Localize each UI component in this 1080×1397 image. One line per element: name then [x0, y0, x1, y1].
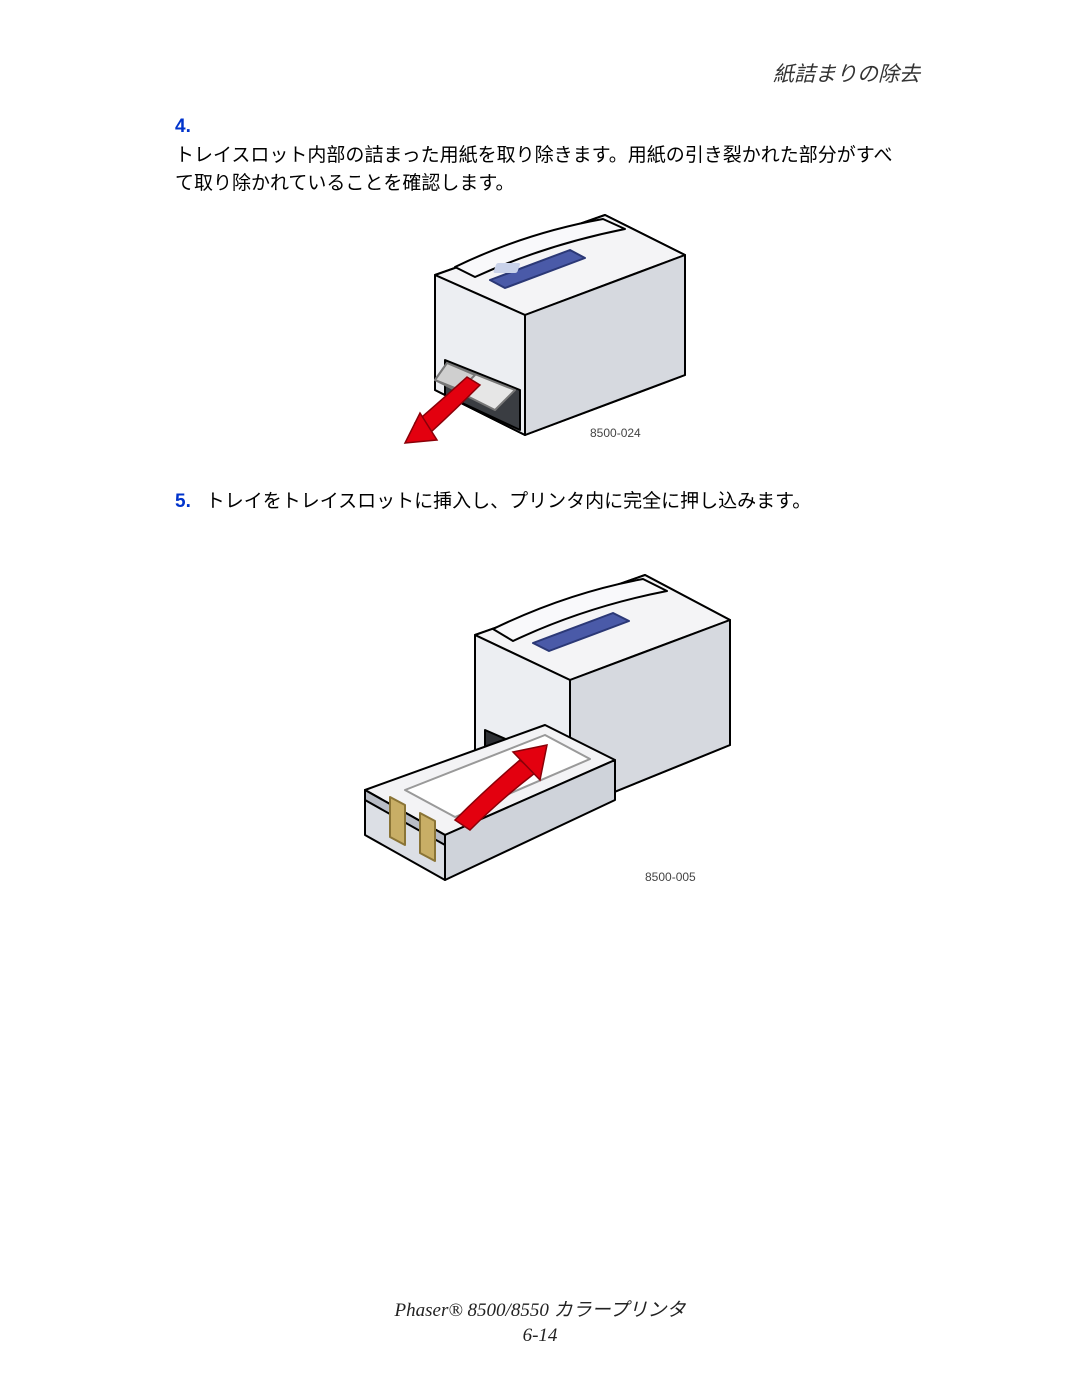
footer-product-line: Phaser® 8500/8550 カラープリンタ — [0, 1298, 1080, 1324]
figure-1 — [375, 185, 705, 455]
page-footer: Phaser® 8500/8550 カラープリンタ 6-14 — [0, 1298, 1080, 1349]
figure-2-caption: 8500-005 — [645, 870, 696, 884]
figure-1-caption: 8500-024 — [590, 426, 641, 440]
figure-2 — [335, 545, 745, 905]
step-5-number: 5. — [175, 488, 201, 517]
printer-insert-tray-icon — [335, 545, 745, 905]
footer-page-number: 6-14 — [0, 1323, 1080, 1349]
step-4-number: 4. — [175, 113, 201, 142]
manual-page: 紙詰まりの除去 4. トレイスロット内部の詰まった用紙を取り除きます。用紙の引き… — [0, 0, 1080, 1397]
page-header-title: 紙詰まりの除去 — [773, 58, 920, 88]
printer-remove-paper-icon — [375, 185, 705, 455]
step-5: 5. トレイをトレイスロットに挿入し、プリンタ内に完全に押し込みます。 — [175, 488, 920, 517]
step-5-text: トレイをトレイスロットに挿入し、プリンタ内に完全に押し込みます。 — [206, 488, 812, 517]
